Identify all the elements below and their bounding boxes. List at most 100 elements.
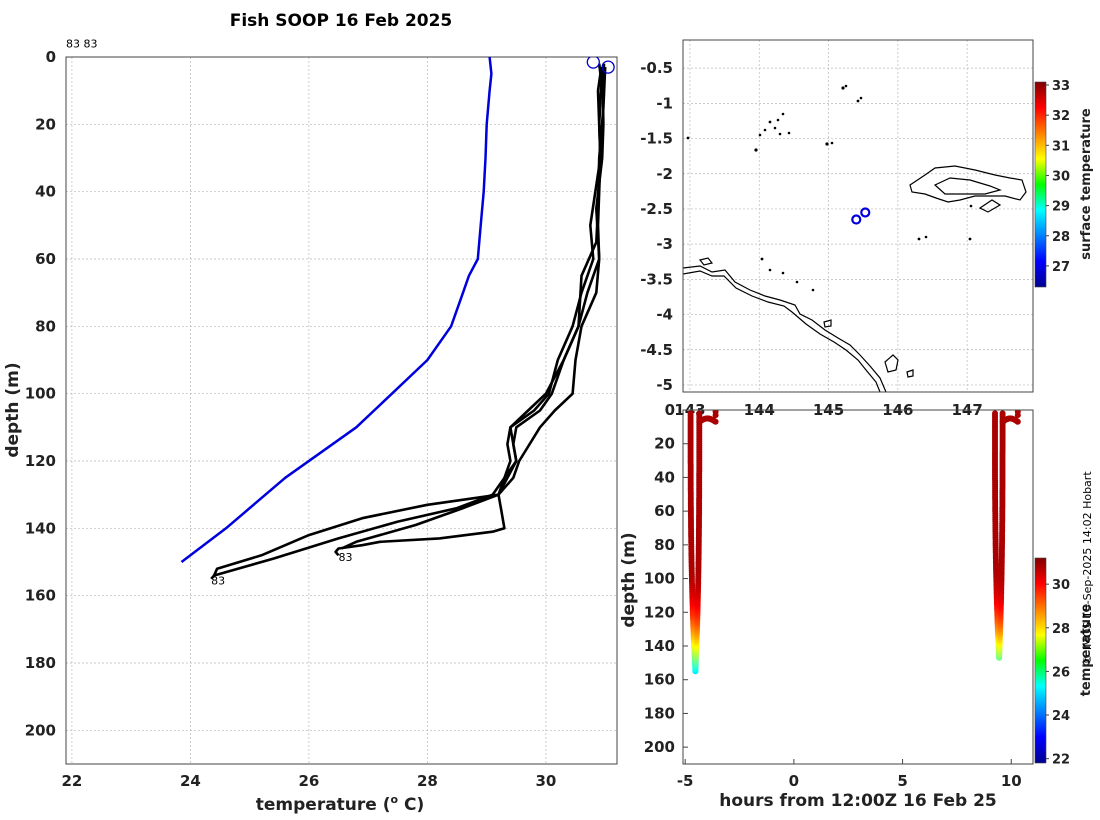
y-tick-label-depth: 160	[644, 671, 675, 689]
islet	[969, 204, 973, 208]
temperature-sample-point	[712, 418, 719, 425]
time-depth-axes-frame	[682, 409, 1034, 765]
x-tick-label-hours: 0	[789, 772, 799, 790]
islet	[773, 126, 777, 130]
islet	[686, 136, 690, 140]
islet	[758, 133, 762, 137]
coastline-island-east-inner	[933, 177, 1002, 195]
islet	[795, 280, 799, 284]
x-tick-label: 26	[298, 772, 319, 790]
surface-temperature-colorbar	[1034, 81, 1047, 288]
coastline-island-east	[909, 165, 1027, 203]
black-profile-line	[340, 67, 607, 550]
profile-annotation: 83	[211, 575, 225, 588]
colorbar-tick-label: 29	[1052, 200, 1070, 215]
map-y-tick-label: -3.5	[640, 270, 673, 288]
y-tick-label-depth: 60	[654, 502, 675, 520]
colorbar-tick-label: 28	[1052, 230, 1070, 245]
y-tick-label-depth: 120	[644, 603, 675, 621]
islets	[686, 84, 973, 292]
profile-annotation: 83 83	[66, 38, 98, 51]
map-y-tick-label: -1	[656, 94, 673, 112]
profile-annotation: 83	[339, 551, 353, 564]
y-tick-label-depth: 80	[654, 536, 675, 554]
map-y-tick-label: -1.5	[640, 130, 673, 148]
coastline-island-small-2	[823, 319, 832, 328]
temperature-sample-point	[696, 410, 703, 417]
cast-location-marker	[860, 207, 871, 218]
islet	[768, 120, 772, 124]
islet	[781, 112, 785, 116]
map-y-tick-label: -3	[656, 235, 673, 253]
x-tick-label: 24	[180, 772, 201, 790]
colorbar-tick-label: 22	[1052, 753, 1070, 768]
coastline-island-small-4	[978, 199, 1002, 213]
map-y-tick-label: -2	[656, 165, 673, 183]
y-tick-label-depth: 200	[644, 738, 675, 756]
profile-start-marker	[586, 57, 600, 69]
x-tick-label-hours: 10	[1001, 772, 1022, 790]
y-tick-label-depth: 140	[644, 637, 675, 655]
y-tick-label-depth: 40	[654, 468, 675, 486]
map-y-tick-label: -0.5	[640, 59, 673, 77]
islet	[811, 288, 815, 292]
islet	[825, 142, 829, 146]
black-profile-line	[212, 67, 604, 577]
islet	[763, 128, 767, 132]
blue-profile-line	[180, 57, 493, 563]
islet	[760, 257, 764, 261]
islet	[844, 84, 848, 88]
chart-title: Fish SOOP 16 Feb 2025	[230, 11, 453, 31]
colorbar-label-temperature: temperature	[1079, 604, 1094, 697]
islet	[830, 141, 834, 145]
credit-text: © IMOS 15-Sep-2025 14:02 Hobart	[1081, 471, 1094, 665]
profile-start-marker	[601, 60, 615, 74]
coastline	[683, 165, 1027, 392]
x-tick-label: 22	[61, 772, 82, 790]
coastline-island-small-3	[906, 369, 914, 378]
colorbar-tick-label: 26	[1052, 665, 1070, 680]
x-tick-label-hours: 5	[897, 772, 907, 790]
map-y-tick-label: -5	[656, 376, 673, 394]
coastline-island-small-1	[698, 257, 714, 266]
islet	[924, 235, 928, 239]
colorbar-tick-label: 32	[1052, 109, 1070, 124]
islet	[859, 96, 863, 100]
y-tick-label: 180	[25, 654, 56, 672]
coastline-mainland-inner	[683, 270, 881, 392]
profile-axes-frame	[65, 56, 618, 765]
profile-panel: 22 24 26 28 30 0 20 40 60 80 100 120 140 160 180 200 Fi…	[3, 11, 618, 815]
y-tick-label: 200	[25, 721, 56, 739]
colorbar-tick-label: 24	[1052, 709, 1070, 724]
y-tick-label: 140	[25, 519, 56, 537]
coastline-mainland	[683, 265, 887, 392]
islet	[754, 148, 758, 152]
map-axes-frame	[682, 39, 1034, 393]
colorbar-tick-label: 33	[1052, 79, 1070, 94]
colorbar-tick-label: 30	[1052, 169, 1070, 184]
y-tick-label-depth: 20	[654, 435, 675, 453]
y-axis-label-depth: depth (m)	[619, 532, 639, 627]
cast-location-marker	[851, 214, 862, 225]
islet	[768, 268, 772, 272]
x-axis-label-text: temperature (	[256, 795, 391, 815]
y-tick-label: 120	[25, 452, 56, 470]
map-y-tick-label: -4	[656, 306, 673, 324]
islet	[917, 237, 921, 241]
colorbar-tick-label: 27	[1052, 260, 1070, 275]
colorbar-label-surface-temperature: surface temperature	[1079, 108, 1094, 260]
x-tick-label-hours: -5	[677, 772, 694, 790]
temperature-sample-point	[999, 410, 1006, 417]
y-tick-label-depth: 0	[665, 401, 675, 419]
y-tick-label: 20	[35, 115, 56, 133]
y-tick-label: 40	[35, 183, 56, 201]
islet	[787, 131, 791, 135]
y-axis-label: depth (m)	[3, 362, 23, 457]
colorbar-tick-label: 30	[1052, 578, 1070, 593]
islet	[776, 118, 780, 122]
temperature-sample-point	[712, 410, 719, 415]
islet	[781, 271, 785, 275]
y-tick-label: 80	[35, 317, 56, 335]
